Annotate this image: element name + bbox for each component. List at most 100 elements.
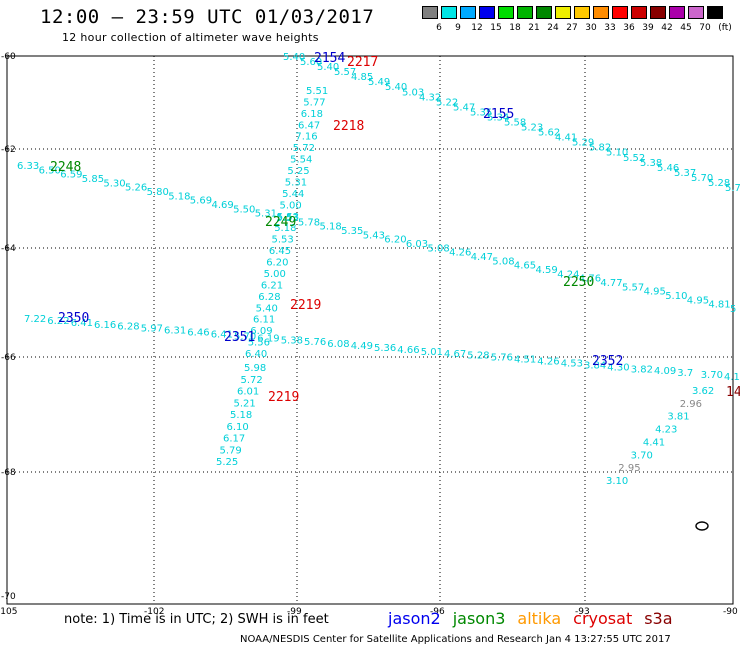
wave-height-value: 5.98 bbox=[244, 363, 266, 374]
colorbar-label: 6 bbox=[436, 23, 442, 33]
wave-height-value: 2.95 bbox=[618, 463, 640, 474]
wave-height-value: 5.40 bbox=[385, 82, 407, 93]
wave-height-value: 4.95 bbox=[687, 295, 709, 306]
wave-height-value: 4.95 bbox=[644, 287, 666, 298]
wave-height-value: 6.31 bbox=[164, 326, 186, 337]
colorbar-label: 21 bbox=[528, 23, 540, 33]
wave-height-value: 5.38 bbox=[640, 158, 662, 169]
lat-tick-label: -62 bbox=[1, 145, 16, 155]
wave-height-value: 5.21 bbox=[234, 398, 256, 409]
wave-height-value: 5.18 bbox=[168, 191, 190, 202]
wave-height-value: 5.7 bbox=[725, 183, 740, 194]
colorbar-label: 24 bbox=[547, 23, 559, 33]
wave-height-value: 5.62 bbox=[538, 128, 560, 139]
wave-height-value: 6.50 bbox=[39, 165, 61, 176]
legend-entry-altika: altika bbox=[517, 609, 562, 628]
legend-entry-s3a: s3a bbox=[644, 609, 673, 628]
overpass-time-label: 2155 bbox=[483, 107, 514, 122]
satellite-legend: jason2 jason3 altika cryosat s3a bbox=[388, 609, 685, 628]
wave-height-value: 5.58 bbox=[504, 118, 526, 129]
wave-height-value: 5.28 bbox=[708, 178, 730, 189]
colorbar-swatch bbox=[460, 6, 476, 19]
wave-height-value: 5.46 bbox=[657, 163, 679, 174]
wave-height-value: 5.08 bbox=[428, 243, 450, 254]
wave-height-value: 3.84 bbox=[584, 360, 606, 371]
wave-height-value: 5.70 bbox=[234, 331, 256, 342]
overpass-time-label: 2248 bbox=[50, 160, 81, 175]
colorbar-label: 42 bbox=[661, 23, 673, 33]
wave-height-value: 5.70 bbox=[691, 173, 713, 184]
wave-height-value: 3.10 bbox=[606, 476, 628, 487]
wave-height-value: 5.77 bbox=[303, 97, 325, 108]
colorbar-swatch bbox=[555, 6, 571, 19]
colorbar-swatch bbox=[650, 6, 666, 19]
wave-height-value: 5.57 bbox=[334, 67, 356, 78]
wave-height-value: 4.23 bbox=[655, 425, 677, 436]
lon-tick-label: -90 bbox=[723, 607, 738, 617]
overpass-time-label: 2154 bbox=[314, 51, 345, 66]
wave-height-value: 5.72 bbox=[241, 375, 263, 386]
wave-height-value: 5.52 bbox=[623, 153, 645, 164]
wave-height-value: 5.80 bbox=[147, 187, 169, 198]
wave-height-value: 5.23 bbox=[521, 123, 543, 134]
wave-height-value: 5.10 bbox=[606, 148, 628, 159]
wave-height-value: 6.19 bbox=[257, 333, 279, 344]
wave-height-value: 6.09 bbox=[250, 326, 272, 337]
colorbar-label: 18 bbox=[509, 23, 521, 33]
colorbar-swatch bbox=[441, 6, 457, 19]
lat-tick-label: -64 bbox=[1, 244, 16, 254]
colorbar-swatch bbox=[498, 6, 514, 19]
lon-tick-label: -105 bbox=[0, 607, 17, 617]
wave-height-value: 5.78 bbox=[298, 217, 320, 228]
wave-height-value: 6.20 bbox=[266, 258, 288, 269]
wave-height-value: 4.77 bbox=[600, 278, 622, 289]
wave-height-value: 6.16 bbox=[94, 320, 116, 331]
overpass-time-label: 2249 bbox=[265, 215, 296, 230]
wave-height-value: 5.31 bbox=[285, 178, 307, 189]
overpass-time-label: 2219 bbox=[290, 298, 321, 313]
lat-tick-label: -68 bbox=[1, 468, 16, 478]
wave-height-value: 7.16 bbox=[295, 132, 317, 143]
wave-height-value: 5.34 bbox=[487, 113, 509, 124]
axis-labels: -60 -62 -64 -66 -68 -70 -105 -102 -99 -96 -93 -90 bbox=[0, 52, 738, 617]
track-values: 5.405.605.405.574.855.495.405.034.325.22… bbox=[17, 52, 740, 487]
wave-height-value: 5.22 bbox=[436, 97, 458, 108]
credit-footer: NOAA/NESDIS Center for Satellite Applica… bbox=[240, 634, 671, 645]
wave-height-value: 6.46 bbox=[187, 328, 209, 339]
lon-tick-label: -102 bbox=[144, 607, 164, 617]
wave-height-value: 6.11 bbox=[253, 315, 275, 326]
overpass-time-label: 2217 bbox=[347, 55, 378, 70]
colorbar-unit: (ft) bbox=[718, 23, 732, 33]
wave-height-value: 3.81 bbox=[667, 412, 689, 423]
time-labels: 2154 2217 2155 2218 2248 2249 2250 2219 2350 2351… bbox=[50, 51, 740, 405]
wave-height-value: 5.31 bbox=[255, 209, 277, 220]
wave-height-value: 5.97 bbox=[141, 324, 163, 335]
legend-entry-jason2: jason2 bbox=[388, 609, 441, 628]
colorbar-swatch bbox=[536, 6, 552, 19]
wave-height-value: 5.25 bbox=[216, 457, 238, 468]
overpass-time-label: 14 bbox=[726, 385, 740, 400]
wave-height-value: 4.26 bbox=[449, 248, 471, 259]
overpass-time-label: 2352 bbox=[592, 354, 623, 369]
wave-height-value: 4.41 bbox=[555, 133, 577, 144]
page-subtitle: 12 hour collection of altimeter wave hei… bbox=[62, 31, 319, 44]
wave-height-value: 4.69 bbox=[212, 200, 234, 211]
legend-entry-jason3: jason3 bbox=[452, 609, 506, 628]
colorbar-swatch bbox=[612, 6, 628, 19]
wave-height-value: 5.49 bbox=[368, 77, 390, 88]
colorbar-label: 30 bbox=[585, 23, 597, 33]
wave-height-value: 6.08 bbox=[327, 339, 349, 350]
colorbar-swatch bbox=[669, 6, 685, 19]
wave-height-value: 4.24 bbox=[557, 269, 579, 280]
wave-height-value: 5.47 bbox=[453, 102, 475, 113]
colorbar-label: 33 bbox=[604, 23, 616, 33]
wave-height-value: 4.65 bbox=[514, 261, 536, 272]
wave-height-value: 4.47 bbox=[471, 252, 493, 263]
wave-height-value: 5.18 bbox=[274, 223, 296, 234]
colorbar-swatch bbox=[574, 6, 590, 19]
wave-height-value: 5.00 bbox=[264, 269, 286, 280]
wave-height-value: 5.40 bbox=[256, 303, 278, 314]
lat-tick-label: -70 bbox=[1, 592, 16, 602]
wave-height-value: 5.38 bbox=[281, 335, 303, 346]
wave-height-value: 6.59 bbox=[60, 170, 82, 181]
